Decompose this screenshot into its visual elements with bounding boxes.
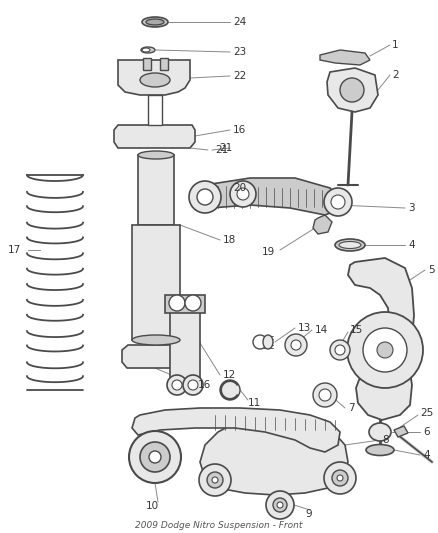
Polygon shape — [394, 426, 408, 437]
Text: 24: 24 — [233, 17, 246, 27]
Polygon shape — [327, 68, 378, 112]
Text: 18: 18 — [223, 235, 236, 245]
Text: 4: 4 — [423, 450, 430, 460]
Text: 2009 Dodge Nitro Suspension - Front: 2009 Dodge Nitro Suspension - Front — [135, 521, 303, 529]
Circle shape — [230, 181, 256, 207]
Ellipse shape — [142, 48, 150, 52]
Circle shape — [237, 188, 249, 200]
Circle shape — [207, 472, 223, 488]
Circle shape — [266, 491, 294, 519]
Polygon shape — [320, 50, 370, 65]
Circle shape — [169, 295, 185, 311]
Circle shape — [185, 295, 201, 311]
Circle shape — [129, 431, 181, 483]
Text: 22: 22 — [233, 71, 246, 81]
Ellipse shape — [339, 241, 361, 248]
Bar — [165, 295, 205, 313]
Circle shape — [324, 188, 352, 216]
Circle shape — [313, 383, 337, 407]
Ellipse shape — [132, 335, 180, 345]
Circle shape — [149, 451, 161, 463]
Ellipse shape — [140, 73, 170, 87]
Polygon shape — [313, 215, 332, 234]
Text: 21: 21 — [215, 145, 228, 155]
Bar — [132, 225, 180, 340]
Bar — [143, 58, 151, 70]
Text: 25: 25 — [420, 408, 433, 418]
Circle shape — [337, 475, 343, 481]
Circle shape — [335, 345, 345, 355]
Text: 11: 11 — [248, 398, 261, 408]
Circle shape — [273, 498, 287, 512]
Circle shape — [212, 477, 218, 483]
Text: 9: 9 — [305, 509, 311, 519]
Text: 13: 13 — [298, 323, 311, 333]
Text: 17: 17 — [8, 245, 21, 255]
Text: 14: 14 — [315, 325, 328, 335]
Text: 21: 21 — [220, 143, 233, 153]
Circle shape — [377, 342, 393, 358]
Text: 5: 5 — [428, 265, 434, 275]
Circle shape — [199, 464, 231, 496]
Polygon shape — [132, 408, 340, 452]
Text: 2: 2 — [392, 70, 399, 80]
Ellipse shape — [142, 17, 168, 27]
Bar — [170, 305, 200, 380]
Circle shape — [253, 335, 267, 349]
Text: 10: 10 — [145, 501, 159, 511]
Text: 23: 23 — [233, 47, 246, 57]
Bar — [160, 58, 168, 70]
Ellipse shape — [146, 19, 164, 25]
Circle shape — [188, 380, 198, 390]
Text: 6: 6 — [423, 427, 430, 437]
Circle shape — [172, 380, 182, 390]
Bar — [148, 95, 162, 125]
Ellipse shape — [366, 445, 394, 456]
Text: 20: 20 — [233, 183, 246, 193]
Circle shape — [183, 375, 203, 395]
Text: 15: 15 — [350, 325, 363, 335]
Polygon shape — [348, 258, 414, 420]
Circle shape — [347, 312, 423, 388]
Ellipse shape — [138, 151, 174, 159]
Circle shape — [167, 375, 187, 395]
Polygon shape — [114, 125, 195, 148]
Polygon shape — [118, 60, 190, 95]
Polygon shape — [200, 410, 348, 495]
Circle shape — [220, 380, 240, 400]
Text: 8: 8 — [382, 435, 389, 445]
Circle shape — [140, 442, 170, 472]
Polygon shape — [198, 178, 340, 215]
Circle shape — [189, 181, 221, 213]
Text: 12: 12 — [223, 370, 236, 380]
Text: 19: 19 — [262, 247, 275, 257]
Circle shape — [331, 195, 345, 209]
Polygon shape — [122, 345, 188, 368]
Circle shape — [363, 328, 407, 372]
Text: 16: 16 — [233, 125, 246, 135]
Circle shape — [277, 502, 283, 508]
Text: 1: 1 — [392, 40, 399, 50]
Circle shape — [285, 334, 307, 356]
Text: 16: 16 — [198, 380, 211, 390]
Circle shape — [319, 389, 331, 401]
Ellipse shape — [263, 335, 273, 349]
Text: 7: 7 — [348, 403, 355, 413]
Text: 4: 4 — [408, 240, 415, 250]
Circle shape — [197, 189, 213, 205]
Ellipse shape — [335, 239, 365, 251]
Circle shape — [324, 462, 356, 494]
Circle shape — [330, 340, 350, 360]
Text: 3: 3 — [408, 203, 415, 213]
Circle shape — [340, 78, 364, 102]
Circle shape — [332, 470, 348, 486]
Ellipse shape — [369, 423, 391, 441]
Circle shape — [291, 340, 301, 350]
Bar — [138, 155, 174, 225]
Ellipse shape — [141, 47, 155, 53]
